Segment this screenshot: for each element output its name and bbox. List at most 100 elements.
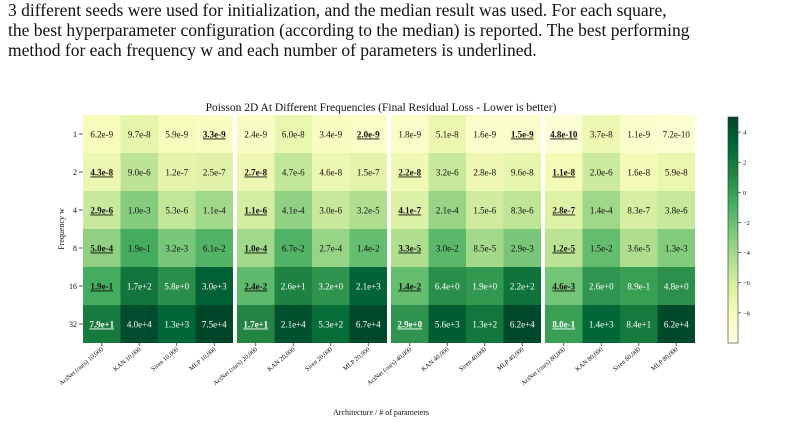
cell-value-label: 8.5e-5 [473, 244, 496, 254]
heatmap-cell [120, 153, 158, 191]
heatmap-cell [657, 305, 695, 343]
cell-value-label: 2.9e-3 [511, 244, 534, 254]
heatmap-cell [349, 267, 387, 305]
heatmap-cell [274, 191, 312, 229]
cell-value-label: 1.0e-4 [244, 244, 267, 254]
cell-value-label: 1.3e+2 [472, 320, 497, 330]
cell-value-label: 1.6e-8 [627, 168, 650, 178]
heatmap-cell [83, 153, 121, 191]
cell-value-label: 8.3e-6 [511, 206, 534, 216]
heatmap-cell [158, 267, 196, 305]
x-tick-label: ActNet (ours) 40,000 [366, 346, 413, 387]
heatmap-cell [120, 229, 158, 267]
heatmap-cell [503, 305, 541, 343]
cell-value-label: 2.2e+2 [510, 282, 535, 292]
cell-value-label: 3.7e-8 [590, 130, 613, 140]
heatmap-cell [312, 267, 350, 305]
x-tick-label: KAN 10,000 [112, 346, 142, 373]
cell-value-label: 1.7e+2 [127, 282, 152, 292]
heatmap-cell [466, 191, 504, 229]
cell-value-label: 2.4e-9 [244, 130, 267, 140]
cell-value-label: 1.5e-7 [357, 168, 380, 178]
cell-value-label: 3.3e-9 [203, 130, 226, 140]
cell-value-label: 1.4e+3 [589, 320, 614, 330]
cell-value-label: 9.6e-8 [511, 168, 534, 178]
cell-value-label: 3.2e+0 [318, 282, 343, 292]
cell-value-label: 2.4e-2 [244, 282, 267, 292]
cell-value-label: 6.2e-9 [90, 130, 113, 140]
colorbar-tick-label: −2 [743, 220, 750, 227]
x-tick-label: KAN 40,000 [420, 346, 450, 373]
heatmap-cell [545, 153, 583, 191]
cell-value-label: 1.1e-9 [627, 130, 650, 140]
x-tick-label: ActNet (ours) 20,000 [212, 346, 259, 387]
heatmap-cell [158, 153, 196, 191]
heatmap-cell [466, 153, 504, 191]
cell-value-label: 1.3e+3 [164, 320, 189, 330]
heatmap-cell [83, 267, 121, 305]
y-tick-label: 8 [73, 244, 77, 253]
x-tick-label: KAN 80,000 [574, 346, 604, 373]
heatmap-cell [274, 305, 312, 343]
heatmap-cell [349, 305, 387, 343]
cell-value-label: 8.9e-1 [627, 282, 650, 292]
heatmap-cell [195, 191, 233, 229]
x-tick-label: MLP 80,000 [650, 346, 679, 372]
colorbar-tick-label: 0 [743, 190, 746, 197]
heatmap-cell [620, 191, 658, 229]
heatmap-cell [466, 229, 504, 267]
heatmap-cell [620, 153, 658, 191]
heatmap-cell [428, 115, 466, 153]
heatmap-cell [312, 191, 350, 229]
cell-value-label: 1.2e-7 [165, 168, 188, 178]
cell-value-label: 1.4e-2 [398, 282, 421, 292]
cell-value-label: 4.1e-4 [282, 206, 305, 216]
cell-value-label: 9.7e-8 [128, 130, 151, 140]
heatmap-cell [545, 191, 583, 229]
cell-value-label: 1.5e-9 [511, 130, 534, 140]
cell-value-label: 7.9e+1 [89, 320, 114, 330]
cell-value-label: 2.8e-8 [473, 168, 496, 178]
chart-title: Poisson 2D At Different Frequencies (Fin… [206, 102, 557, 114]
cell-value-label: 2.9e-6 [90, 206, 113, 216]
cell-value-label: 6.2e+4 [510, 320, 535, 330]
heatmap-cell [582, 267, 620, 305]
cell-value-label: 1.1e-4 [203, 206, 226, 216]
heatmap-cell [657, 191, 695, 229]
heatmap-cell [582, 229, 620, 267]
heatmap-cell [312, 115, 350, 153]
cell-value-label: 3.0e-2 [436, 244, 459, 254]
colorbar-tick-label: −4 [743, 250, 751, 257]
cell-value-label: 4.6e-8 [319, 168, 342, 178]
cell-value-label: 1.9e-1 [128, 244, 151, 254]
heatmap-cell [466, 115, 504, 153]
heatmap-cell [620, 229, 658, 267]
heatmap-cell [120, 267, 158, 305]
cell-value-label: 4.1e-7 [398, 206, 421, 216]
cell-value-label: 2.1e+4 [281, 320, 306, 330]
cell-value-label: 7.2e-10 [663, 130, 691, 140]
heatmap-cell [657, 267, 695, 305]
heatmap-cell [195, 115, 233, 153]
heatmap-cell [620, 267, 658, 305]
cell-value-label: 1.8e-9 [398, 130, 421, 140]
heatmap-cell [582, 191, 620, 229]
cell-value-label: 1.3e-3 [665, 244, 688, 254]
heatmap-cell [312, 153, 350, 191]
cell-value-label: 4.6e-3 [552, 282, 575, 292]
cell-value-label: 6.0e-8 [282, 130, 305, 140]
cell-value-label: 6.7e-2 [282, 244, 305, 254]
heatmap-cell [237, 115, 275, 153]
x-tick-label: KAN 20,000 [266, 346, 296, 373]
cell-value-label: 4.0e+4 [127, 320, 152, 330]
heatmap-cell [503, 267, 541, 305]
heatmap-cell [312, 305, 350, 343]
cell-value-label: 3.0e+3 [202, 282, 227, 292]
cell-value-label: 5.9e-8 [665, 168, 688, 178]
heatmap-cell [312, 229, 350, 267]
caption-line: 3 different seeds were used for initiali… [8, 0, 667, 20]
x-tick-label: MLP 10,000 [188, 346, 217, 372]
cell-value-label: 9.0e-6 [128, 168, 151, 178]
cell-value-label: 5.0e-4 [90, 244, 113, 254]
colorbar-tick-label: 2 [743, 160, 746, 167]
